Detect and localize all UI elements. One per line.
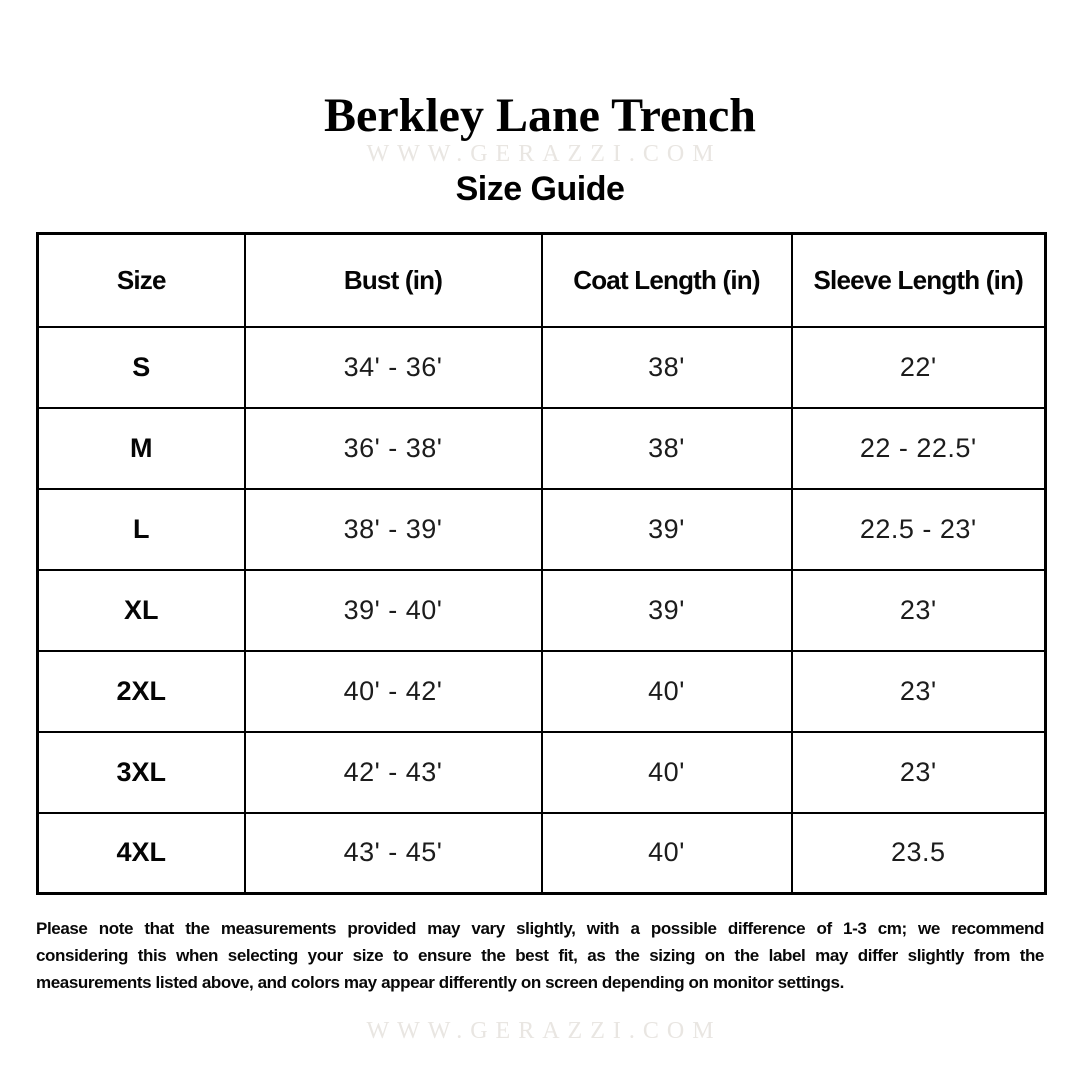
note-line: considering this when selecting your siz… (36, 946, 1044, 965)
bust-value: 42' - 43' (243, 730, 543, 814)
coat-length-value: 40' (540, 730, 793, 814)
coat-length-value: 40' (540, 811, 793, 895)
watermark-bottom: WWW.GERAZZI.COM (366, 1018, 722, 1044)
sleeve-length-value: 23' (790, 730, 1047, 814)
coat-length-value: 38' (540, 406, 793, 490)
page-subtitle: Size Guide (455, 170, 625, 208)
size-label: XL (36, 568, 246, 652)
bust-value: 43' - 45' (243, 811, 543, 895)
size-label: 3XL (36, 730, 246, 814)
sleeve-length-value: 23' (790, 568, 1047, 652)
table-row: XL 39' - 40' 39' 23' (36, 568, 1047, 652)
sleeve-length-value: 23' (790, 649, 1047, 733)
sleeve-length-value: 22' (790, 325, 1047, 409)
note-line: measurements listed above, and colors ma… (36, 973, 844, 992)
coat-length-value: 38' (540, 325, 793, 409)
sleeve-length-value: 22 - 22.5' (790, 406, 1047, 490)
table-row: S 34' - 36' 38' 22' (36, 325, 1047, 409)
measurement-note: Please note that the measurements provid… (36, 915, 1044, 996)
table-row: M 36' - 38' 38' 22 - 22.5' (36, 406, 1047, 490)
table-row: 2XL 40' - 42' 40' 23' (36, 649, 1047, 733)
size-label: 4XL (36, 811, 246, 895)
bust-value: 34' - 36' (243, 325, 543, 409)
column-header-size: Size (36, 232, 246, 328)
size-guide-table: Size Bust (in) Coat Length (in) Sleeve L… (36, 232, 1047, 895)
table-row: L 38' - 39' 39' 22.5 - 23' (36, 487, 1047, 571)
sleeve-length-value: 22.5 - 23' (790, 487, 1047, 571)
bust-value: 38' - 39' (243, 487, 543, 571)
watermark-top: WWW.GERAZZI.COM (366, 141, 722, 167)
coat-length-value: 39' (540, 487, 793, 571)
table-row: 4XL 43' - 45' 40' 23.5 (36, 811, 1047, 895)
column-header-sleeve-length: Sleeve Length (in) (790, 232, 1047, 328)
sleeve-length-value: 23.5 (790, 811, 1047, 895)
note-line: Please note that the measurements provid… (36, 919, 1044, 938)
bust-value: 36' - 38' (243, 406, 543, 490)
coat-length-value: 40' (540, 649, 793, 733)
table-header-row: Size Bust (in) Coat Length (in) Sleeve L… (36, 232, 1047, 328)
column-header-bust: Bust (in) (243, 232, 543, 328)
bust-value: 40' - 42' (243, 649, 543, 733)
size-label: S (36, 325, 246, 409)
coat-length-value: 39' (540, 568, 793, 652)
page-title: Berkley Lane Trench (324, 89, 756, 142)
column-header-coat-length: Coat Length (in) (540, 232, 793, 328)
table-row: 3XL 42' - 43' 40' 23' (36, 730, 1047, 814)
size-label: L (36, 487, 246, 571)
size-label: 2XL (36, 649, 246, 733)
size-label: M (36, 406, 246, 490)
bust-value: 39' - 40' (243, 568, 543, 652)
